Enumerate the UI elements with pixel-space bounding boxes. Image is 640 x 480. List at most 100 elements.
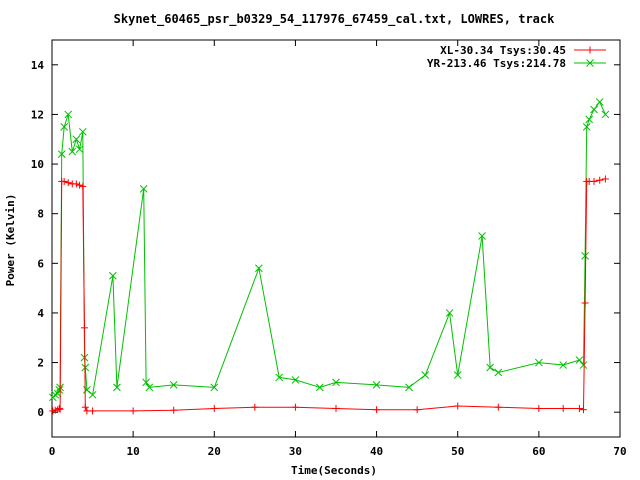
data-point	[109, 271, 117, 280]
data-point	[83, 386, 91, 394]
data-point	[68, 147, 77, 156]
data-point	[210, 383, 219, 392]
y-tick-label: 6	[37, 257, 44, 270]
x-tick-label: 20	[208, 445, 221, 458]
series-layer	[48, 98, 610, 415]
data-point	[332, 378, 340, 387]
data-point	[405, 383, 413, 392]
data-point	[60, 177, 68, 185]
data-point	[55, 386, 64, 394]
y-tick-label: 0	[37, 406, 44, 419]
data-point	[478, 232, 486, 240]
data-point	[601, 110, 610, 119]
data-point	[255, 264, 263, 273]
x-tick-label: 40	[370, 445, 383, 458]
x-axis-label: Time(Seconds)	[291, 464, 377, 477]
data-point	[559, 361, 568, 369]
data-point	[486, 363, 495, 372]
data-point	[453, 371, 462, 379]
data-point	[56, 405, 64, 413]
data-point	[129, 407, 137, 415]
series-1	[49, 175, 609, 415]
data-point	[581, 252, 589, 260]
data-point	[413, 406, 421, 414]
data-point	[75, 145, 84, 154]
y-tick-label: 8	[37, 208, 44, 221]
data-point	[596, 176, 604, 184]
y-tick-label: 14	[31, 59, 45, 72]
data-point	[88, 390, 97, 399]
y-axis: 0 2 4 6 8 10 12 14	[31, 59, 620, 419]
data-point	[251, 403, 259, 411]
chart-title: Skynet_60465_psr_b0329_54_117976_67459_c…	[114, 12, 555, 27]
data-point	[78, 127, 87, 136]
x-tick-label: 10	[127, 445, 140, 458]
data-point	[169, 381, 178, 389]
data-point	[601, 175, 609, 183]
data-point	[582, 122, 591, 131]
data-point	[579, 406, 587, 414]
data-point	[291, 403, 299, 411]
data-point	[575, 404, 583, 412]
data-point	[445, 309, 454, 317]
x-tick-label: 60	[532, 445, 545, 458]
data-point	[372, 381, 381, 389]
data-point	[315, 383, 324, 392]
data-point	[535, 404, 543, 412]
data-point	[494, 403, 502, 411]
data-point	[72, 135, 81, 144]
data-point	[590, 105, 598, 114]
data-point	[64, 110, 73, 119]
x-axis: 0 10 20 30 40 50 60 70	[49, 40, 627, 458]
y-tick-label: 4	[37, 307, 44, 320]
data-point	[72, 180, 80, 188]
legend-marker	[586, 59, 594, 67]
data-point	[113, 383, 121, 392]
legend-label: XL-30.34 Tsys:30.45	[440, 44, 566, 57]
data-point	[145, 383, 154, 392]
data-point	[142, 378, 150, 387]
x-tick-label: 0	[49, 445, 56, 458]
data-point	[170, 406, 178, 414]
data-point	[579, 361, 588, 369]
plot-frame	[51, 39, 621, 438]
x-tick-label: 30	[289, 445, 302, 458]
data-point	[291, 376, 300, 384]
data-point	[80, 324, 88, 332]
legend-label: YR-213.46 Tsys:214.78	[427, 57, 566, 70]
data-point	[595, 98, 604, 106]
data-point	[55, 404, 63, 412]
data-point	[76, 181, 84, 189]
y-tick-label: 2	[37, 357, 44, 370]
data-point	[79, 182, 87, 190]
y-tick-label: 10	[31, 158, 44, 171]
data-point	[332, 404, 340, 412]
data-point	[559, 404, 567, 412]
data-point	[373, 406, 381, 414]
data-point	[139, 185, 148, 193]
data-point	[575, 356, 584, 364]
data-point	[535, 358, 543, 367]
data-point	[51, 390, 60, 399]
data-point	[454, 402, 462, 410]
data-point	[81, 403, 89, 411]
x-tick-label: 70	[613, 445, 626, 458]
data-point	[581, 299, 589, 307]
series-2	[48, 98, 610, 402]
data-point	[585, 115, 594, 124]
data-point	[57, 150, 66, 158]
data-point	[494, 368, 503, 377]
data-point	[89, 407, 97, 415]
y-tick-label: 12	[31, 108, 44, 121]
y-axis-label: Power (Kelvin)	[4, 194, 17, 287]
data-point	[210, 404, 218, 412]
data-point	[275, 373, 284, 382]
series-line	[52, 178, 606, 412]
series-line	[52, 101, 606, 398]
x-tick-label: 50	[451, 445, 464, 458]
data-point	[590, 177, 598, 185]
data-point	[421, 371, 430, 379]
data-point	[60, 122, 69, 131]
